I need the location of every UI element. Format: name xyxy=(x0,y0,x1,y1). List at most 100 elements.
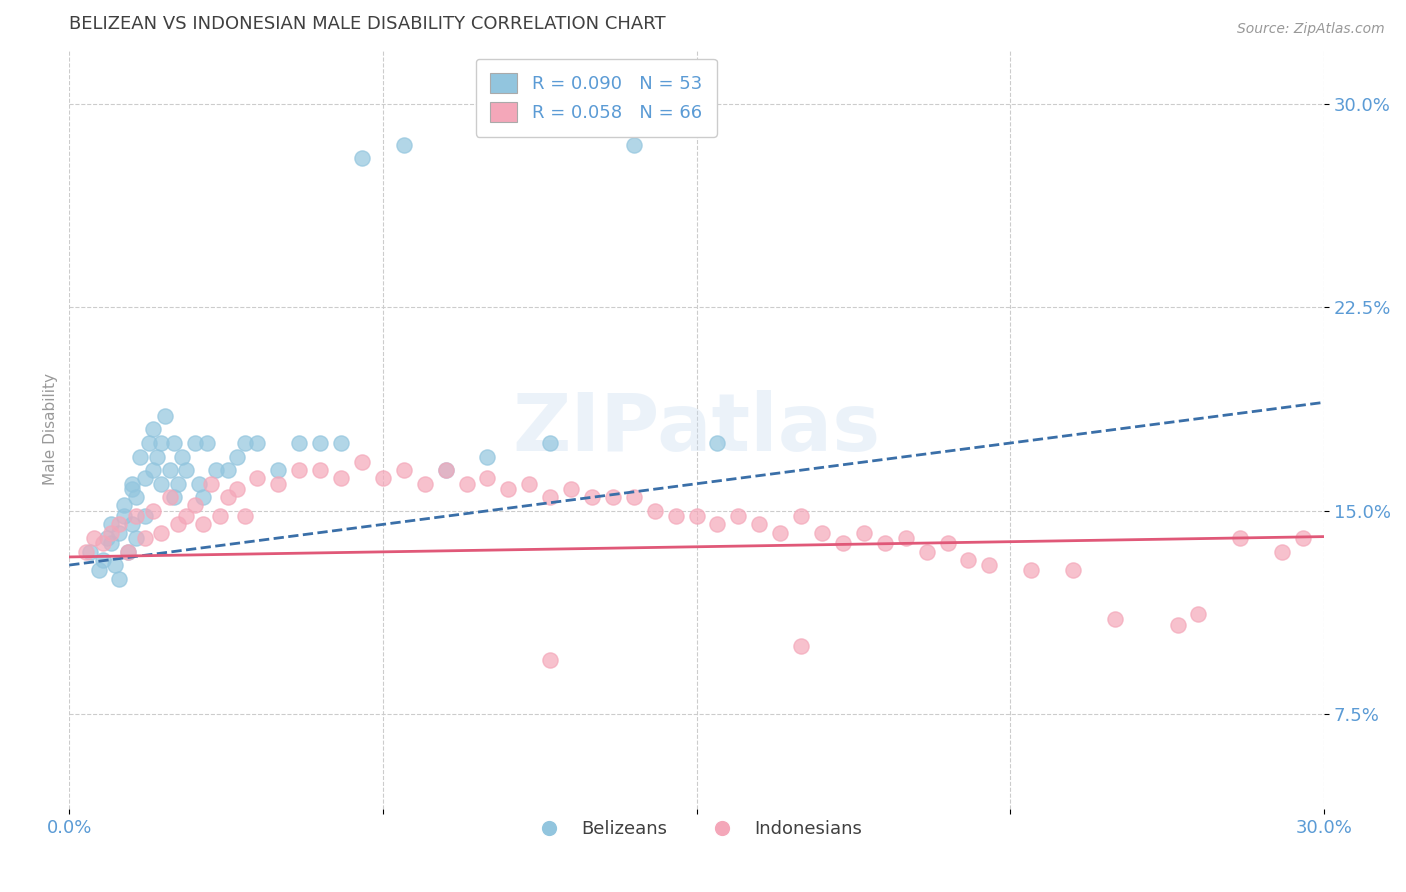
Point xyxy=(413,476,436,491)
Point xyxy=(581,490,603,504)
Point xyxy=(392,463,415,477)
Point xyxy=(832,536,855,550)
Point xyxy=(159,463,181,477)
Point xyxy=(665,509,688,524)
Point xyxy=(706,436,728,450)
Point xyxy=(138,436,160,450)
Point xyxy=(392,137,415,152)
Point xyxy=(142,422,165,436)
Point xyxy=(1062,564,1084,578)
Point xyxy=(623,137,645,152)
Point xyxy=(129,450,152,464)
Point xyxy=(350,455,373,469)
Point xyxy=(91,552,114,566)
Point xyxy=(121,517,143,532)
Point xyxy=(121,482,143,496)
Point xyxy=(936,536,959,550)
Point xyxy=(233,509,256,524)
Point xyxy=(96,531,118,545)
Point xyxy=(309,436,332,450)
Point xyxy=(134,531,156,545)
Point xyxy=(330,471,353,485)
Point xyxy=(350,151,373,165)
Point xyxy=(100,517,122,532)
Point xyxy=(150,476,173,491)
Text: Source: ZipAtlas.com: Source: ZipAtlas.com xyxy=(1237,22,1385,37)
Point xyxy=(330,436,353,450)
Point xyxy=(187,476,209,491)
Point xyxy=(163,436,186,450)
Point xyxy=(309,463,332,477)
Point xyxy=(560,482,582,496)
Point xyxy=(217,490,239,504)
Point xyxy=(79,544,101,558)
Point xyxy=(434,463,457,477)
Point xyxy=(176,463,198,477)
Point xyxy=(498,482,520,496)
Point xyxy=(225,450,247,464)
Point xyxy=(706,517,728,532)
Point xyxy=(104,558,127,572)
Point xyxy=(155,409,177,423)
Y-axis label: Male Disability: Male Disability xyxy=(44,374,58,485)
Point xyxy=(134,509,156,524)
Point xyxy=(852,525,875,540)
Point xyxy=(1292,531,1315,545)
Point xyxy=(167,476,190,491)
Point xyxy=(112,499,135,513)
Point xyxy=(87,564,110,578)
Point xyxy=(769,525,792,540)
Point xyxy=(602,490,624,504)
Point xyxy=(288,436,311,450)
Point xyxy=(108,525,131,540)
Text: BELIZEAN VS INDONESIAN MALE DISABILITY CORRELATION CHART: BELIZEAN VS INDONESIAN MALE DISABILITY C… xyxy=(69,15,666,33)
Point xyxy=(538,653,561,667)
Point xyxy=(134,471,156,485)
Point xyxy=(100,525,122,540)
Point xyxy=(538,436,561,450)
Point xyxy=(125,531,148,545)
Point xyxy=(183,499,205,513)
Point xyxy=(288,463,311,477)
Point xyxy=(108,572,131,586)
Point xyxy=(1104,612,1126,626)
Point xyxy=(117,544,139,558)
Point xyxy=(267,476,290,491)
Legend: Belizeans, Indonesians: Belizeans, Indonesians xyxy=(524,814,869,846)
Point xyxy=(623,490,645,504)
Point xyxy=(456,476,478,491)
Point xyxy=(434,463,457,477)
Point xyxy=(191,517,214,532)
Point xyxy=(142,504,165,518)
Point xyxy=(150,525,173,540)
Point xyxy=(894,531,917,545)
Point xyxy=(117,544,139,558)
Point xyxy=(176,509,198,524)
Point xyxy=(1229,531,1251,545)
Point xyxy=(125,490,148,504)
Point xyxy=(727,509,749,524)
Point xyxy=(915,544,938,558)
Point xyxy=(1271,544,1294,558)
Point xyxy=(108,517,131,532)
Point xyxy=(172,450,194,464)
Point xyxy=(748,517,770,532)
Point xyxy=(538,490,561,504)
Point xyxy=(100,536,122,550)
Point xyxy=(957,552,980,566)
Point xyxy=(517,476,540,491)
Point xyxy=(75,544,97,558)
Point xyxy=(225,482,247,496)
Point xyxy=(217,463,239,477)
Point xyxy=(246,471,269,485)
Point xyxy=(644,504,666,518)
Point xyxy=(195,436,218,450)
Point xyxy=(267,463,290,477)
Point xyxy=(125,509,148,524)
Point xyxy=(200,476,222,491)
Point xyxy=(208,509,231,524)
Point xyxy=(811,525,834,540)
Point xyxy=(979,558,1001,572)
Point xyxy=(873,536,896,550)
Point xyxy=(163,490,186,504)
